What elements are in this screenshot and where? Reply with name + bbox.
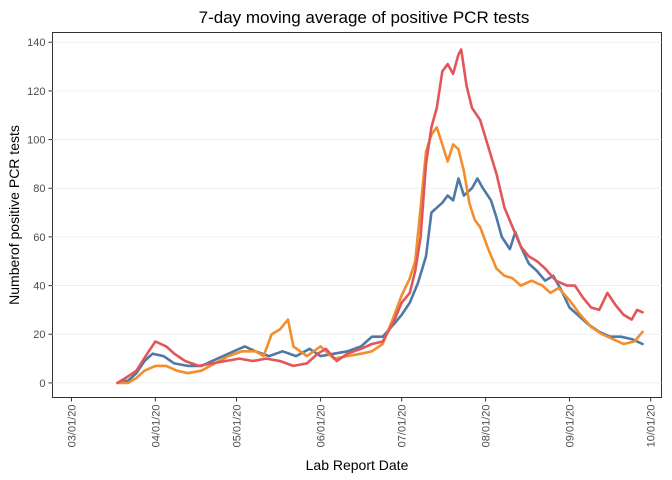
plot-panel	[52, 32, 662, 398]
y-tick-label: 60	[33, 232, 45, 244]
x-tick-label: 06/01/20	[315, 405, 327, 448]
y-tick-label: 40	[33, 281, 45, 293]
y-axis-title: Numberof positive PCR tests	[6, 125, 22, 305]
x-tick-label: 10/01/20	[646, 405, 658, 448]
x-tick-label: 05/01/20	[232, 405, 244, 448]
series-line-1	[116, 177, 644, 385]
x-tick-label: 04/01/20	[150, 405, 162, 448]
x-tick-label: 07/01/20	[397, 405, 409, 448]
y-tick-label: 140	[27, 37, 45, 49]
x-tick-label: 08/01/20	[481, 405, 493, 448]
series-lines	[116, 48, 644, 385]
y-axis: 0 20 40 60 80 100 120 140	[27, 37, 53, 390]
x-tick-label: 03/01/20	[66, 405, 78, 448]
y-tick-label: 120	[27, 86, 45, 98]
series-line-3	[116, 48, 644, 385]
chart-title: 7-day moving average of positive PCR tes…	[199, 8, 530, 27]
y-tick-label: 20	[33, 329, 45, 341]
series-line-2	[116, 126, 644, 385]
x-axis: 03/01/20 04/01/20 05/01/20 06/01/20 07/01/20…	[66, 397, 658, 448]
y-tick-label: 100	[27, 135, 45, 147]
gridlines	[52, 41, 662, 384]
y-tick-label: 80	[33, 183, 45, 195]
x-axis-title: Lab Report Date	[306, 457, 409, 473]
x-tick-label: 09/01/20	[564, 405, 576, 448]
y-tick-label: 0	[39, 378, 45, 390]
